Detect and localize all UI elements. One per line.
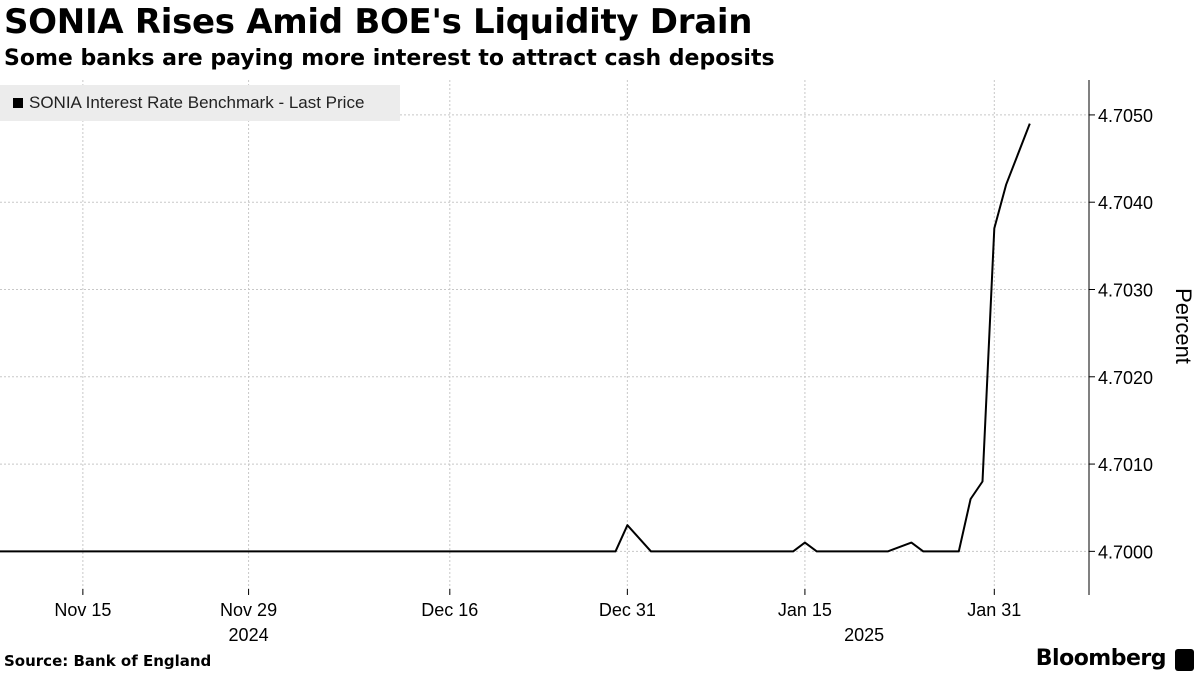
y-tick-label: 4.7000	[1098, 542, 1153, 562]
legend-swatch	[13, 98, 23, 108]
legend-label: SONIA Interest Rate Benchmark - Last Pri…	[29, 93, 365, 112]
x-tick-label: Nov 15	[54, 600, 111, 620]
y-axis-title: Percent	[1171, 288, 1196, 364]
source-note: Source: Bank of England	[4, 652, 212, 670]
y-tick-label: 4.7050	[1098, 106, 1153, 126]
chart-legend: SONIA Interest Rate Benchmark - Last Pri…	[0, 85, 400, 121]
y-tick-label: 4.7010	[1098, 455, 1153, 475]
x-tick-label: Dec 16	[421, 600, 478, 620]
series-line	[0, 123, 1031, 553]
year-label: 2024	[229, 625, 269, 645]
x-tick-label: Dec 31	[599, 600, 656, 620]
y-tick-label: 4.7030	[1098, 280, 1153, 300]
chart-title: SONIA Rises Amid BOE's Liquidity Drain	[4, 2, 753, 42]
bloomberg-icon	[1175, 649, 1194, 671]
y-tick-label: 4.7040	[1098, 193, 1153, 213]
chart-subtitle: Some banks are paying more interest to a…	[4, 46, 775, 71]
y-tick-label: 4.7020	[1098, 368, 1153, 388]
year-label: 2025	[844, 625, 884, 645]
x-tick-label: Jan 15	[778, 600, 832, 620]
x-tick-label: Jan 31	[967, 600, 1021, 620]
brand-logo: Bloomberg	[1035, 646, 1167, 671]
x-tick-label: Nov 29	[220, 600, 277, 620]
